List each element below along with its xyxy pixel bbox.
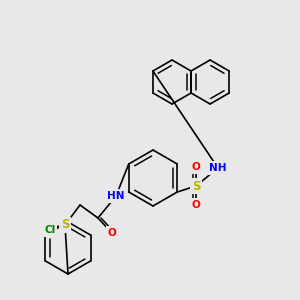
Text: O: O: [108, 228, 116, 238]
Text: NH: NH: [209, 163, 227, 173]
Text: O: O: [192, 162, 200, 172]
Text: O: O: [192, 200, 200, 210]
Text: Cl: Cl: [44, 225, 56, 235]
Text: S: S: [192, 179, 200, 193]
Text: HN: HN: [107, 191, 125, 201]
Text: S: S: [61, 218, 69, 232]
